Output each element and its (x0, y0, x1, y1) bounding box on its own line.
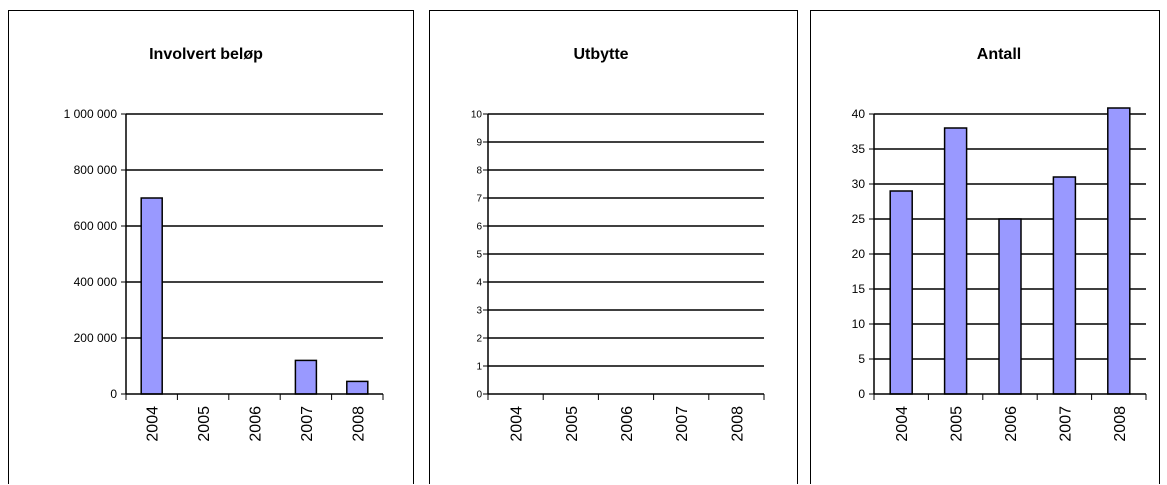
bar-2004 (140, 197, 163, 395)
x-tick-label: 2005 (564, 406, 581, 442)
chart-involvert-belop: Involvert beløp 0 200 000 400 000 600 000 800… (64, 46, 384, 442)
y-tick-label: 10 (852, 317, 866, 331)
y-tick-label: 4 (476, 278, 482, 289)
y-tick-label: 3 (476, 306, 482, 317)
chart-panel-utbytte: Utbytte 0 1 2 3 4 5 6 7 8 9 10 2004 2005 2006 2007 2008 (429, 10, 798, 484)
chart-title-involvert: Involvert beløp (149, 46, 263, 63)
x-tick-label: 2005 (196, 406, 213, 442)
y-tick-label: 6 (476, 222, 482, 233)
x-tick-label: 2007 (674, 406, 691, 442)
x-tick-label: 2006 (619, 406, 636, 442)
y-tick-label: 35 (852, 142, 866, 156)
bar-2005 (943, 127, 968, 395)
x-tick-label: 2007 (1057, 406, 1074, 442)
x-tick-label: 2007 (299, 406, 316, 442)
y-tick-label: 25 (852, 212, 866, 226)
chart-title-utbytte: Utbytte (573, 46, 628, 63)
y-tick-label: 800 000 (74, 163, 118, 177)
x-tick-label: 2005 (949, 406, 966, 442)
y-tick-label: 15 (852, 282, 866, 296)
chart-panel-antall: Antall 0 5 10 15 20 25 30 35 40 2004 2005 2006 2007 20… (810, 10, 1160, 484)
bar-2007 (294, 359, 318, 395)
bar-2008 (346, 380, 369, 395)
y-tick-label: 400 000 (74, 275, 118, 289)
y-tick-label: 9 (476, 138, 482, 149)
y-tick-label: 20 (852, 247, 866, 261)
y-tick-label: 10 (471, 110, 483, 121)
y-tick-label: 5 (858, 352, 865, 366)
y-tick-label: 5 (476, 250, 482, 261)
bar-2008 (1107, 107, 1131, 395)
y-tick-label: 200 000 (74, 331, 118, 345)
x-tick-label: 2004 (145, 406, 162, 442)
chart-title-antall: Antall (977, 46, 1021, 63)
x-tick-label: 2008 (350, 406, 367, 442)
y-tick-label: 0 (858, 387, 865, 401)
y-tick-label: 0 (476, 390, 482, 401)
y-tick-label: 30 (852, 177, 866, 191)
chart-antall: Antall 0 5 10 15 20 25 30 35 40 2004 2005 2006 2007 20… (852, 46, 1147, 442)
y-tick-label: 600 000 (74, 219, 118, 233)
x-tick-label: 2008 (729, 406, 746, 442)
y-tick-label: 7 (476, 194, 482, 205)
y-tick-label: 2 (476, 334, 482, 345)
y-tick-label: 1 000 000 (64, 107, 118, 121)
y-tick-label: 40 (852, 107, 866, 121)
x-tick-label: 2004 (894, 406, 911, 442)
y-tick-label: 0 (110, 387, 117, 401)
x-tick-label: 2004 (509, 406, 526, 442)
x-tick-label: 2006 (248, 406, 265, 442)
chart-utbytte: Utbytte 0 1 2 3 4 5 6 7 8 9 10 2004 2005 2006 2007 2008 (471, 46, 765, 442)
y-tick-label: 8 (476, 166, 482, 177)
bar-2006 (998, 218, 1022, 395)
y-tick-label: 1 (476, 362, 482, 373)
bar-2007 (1052, 176, 1077, 395)
x-tick-label: 2006 (1003, 406, 1020, 442)
bar-2004 (889, 190, 913, 395)
x-tick-label: 2008 (1112, 406, 1129, 442)
chart-panel-involvert: Involvert beløp 0 200 000 400 000 600 000 800… (8, 10, 414, 484)
